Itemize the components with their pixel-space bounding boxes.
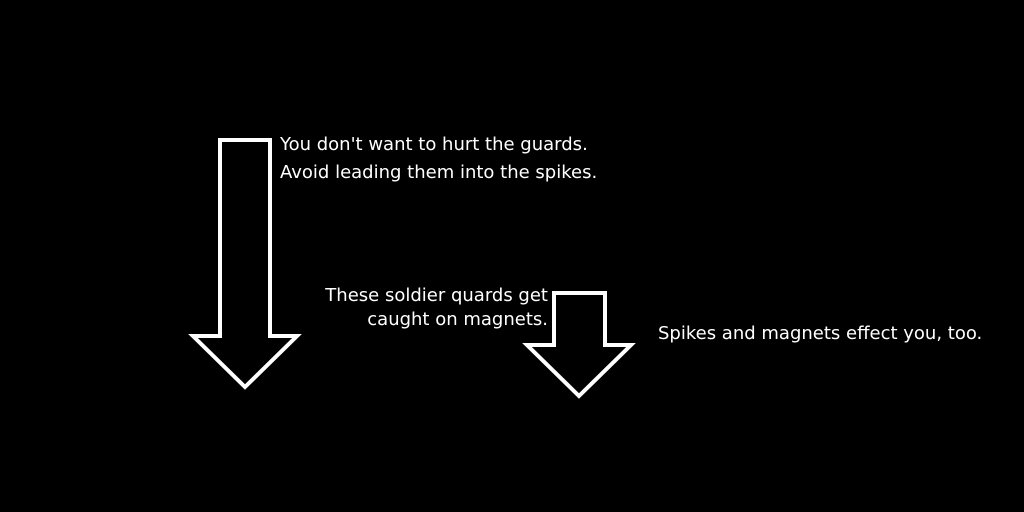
- soldiers-hint: These soldier quards get caught on magne…: [300, 284, 548, 332]
- right-down-arrow-icon: [522, 291, 636, 399]
- spikes-hint-line-1: Spikes and magnets effect you, too.: [658, 323, 983, 344]
- guards-hint: You don't want to hurt the guards. Avoid…: [280, 131, 597, 187]
- guards-hint-line-2: Avoid leading them into the spikes.: [280, 162, 598, 183]
- soldiers-hint-line-2: caught on magnets.: [367, 309, 548, 330]
- guards-hint-line-1: You don't want to hurt the guards.: [280, 134, 588, 155]
- soldiers-hint-line-1: These soldier quards get: [325, 285, 548, 306]
- spikes-hint: Spikes and magnets effect you, too.: [658, 320, 982, 348]
- left-down-arrow-icon: [188, 138, 302, 390]
